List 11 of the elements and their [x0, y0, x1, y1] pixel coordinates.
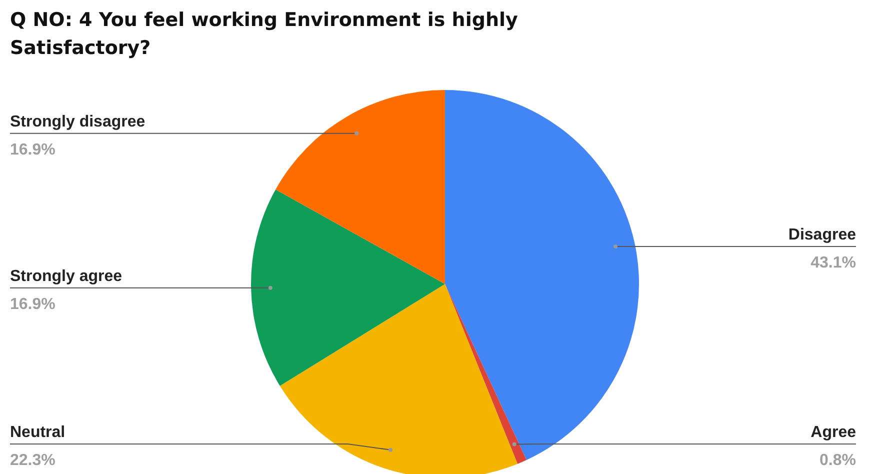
slice-label: Strongly agree [10, 268, 122, 285]
data-label: 16.9% [10, 141, 56, 158]
slice-label: Neutral [10, 424, 66, 441]
slice-label: Agree [810, 424, 856, 441]
data-label: 16.9% [10, 296, 56, 313]
data-label: 43.1% [810, 254, 856, 272]
slice-label: Strongly disagree [10, 113, 146, 130]
chart-title: Q NO: 4 You feel working Environment is highly Satisfactory? [10, 8, 519, 61]
data-label: 22.3% [10, 452, 56, 469]
slice-label: Disagree [788, 226, 856, 244]
data-label: 0.8% [820, 452, 856, 469]
